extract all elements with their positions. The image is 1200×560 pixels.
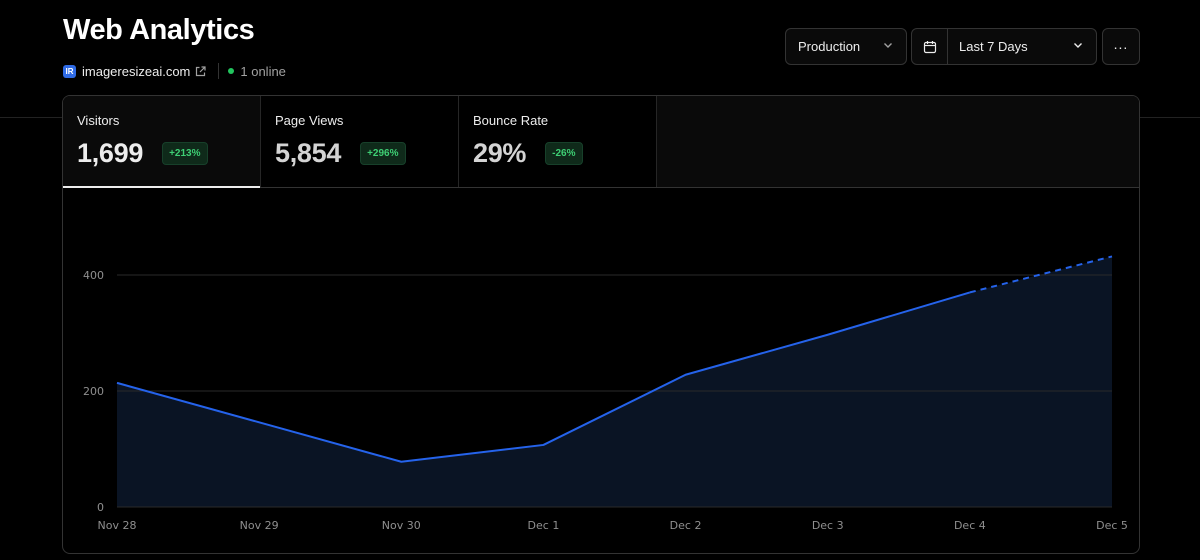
tab-visitors[interactable]: Visitors 1,699 +213% [63, 96, 261, 188]
y-tick-label: 200 [83, 385, 104, 398]
site-link[interactable]: imageresizeai.com [82, 63, 191, 79]
more-options-button[interactable]: ... [1102, 28, 1140, 65]
metric-label: Bounce Rate [473, 113, 549, 128]
x-tick-label: Dec 4 [954, 519, 986, 532]
more-horizontal-icon: ... [1113, 35, 1129, 52]
x-tick-label: Nov 30 [382, 519, 421, 532]
change-badge: +296% [360, 142, 406, 165]
site-info: IR imageresizeai.com 1 online [63, 63, 286, 79]
tab-bounce-rate[interactable]: Bounce Rate 29% -26% [459, 96, 657, 187]
metric-label: Visitors [77, 113, 120, 128]
page-title: Web Analytics [63, 14, 255, 46]
metric-value: 29% [473, 138, 527, 168]
calendar-icon[interactable] [912, 29, 948, 64]
x-tick-label: Dec 2 [670, 519, 702, 532]
date-range-value: Last 7 Days [959, 39, 1028, 54]
visitors-chart: 0 200 400 Nov 28 Nov 29 Nov 30 Dec 1 Dec 2 Dec 3… [83, 255, 1128, 532]
x-tick-label: Dec 5 [1096, 519, 1128, 532]
tab-page-views[interactable]: Page Views 5,854 +296% [261, 96, 459, 187]
online-count: 1 online [240, 63, 286, 79]
metric-tabs: Visitors 1,699 +213% Page Views 5,854 +2… [63, 96, 1139, 188]
environment-select[interactable]: Production [785, 28, 907, 65]
tabs-empty-area [657, 96, 1139, 187]
chevron-down-icon [882, 39, 894, 54]
analytics-card: Visitors 1,699 +213% Page Views 5,854 +2… [62, 95, 1140, 554]
x-tick-label: Nov 29 [240, 519, 279, 532]
x-tick-label: Dec 1 [528, 519, 560, 532]
chart-area-fill [117, 256, 1112, 507]
metric-label: Page Views [275, 113, 344, 128]
x-tick-label: Nov 28 [98, 519, 137, 532]
metric-value: 1,699 [77, 138, 144, 168]
metric-value: 5,854 [275, 138, 342, 168]
environment-select-value: Production [798, 39, 861, 54]
change-badge: +213% [162, 142, 208, 165]
y-tick-label: 400 [83, 269, 104, 282]
x-tick-label: Dec 3 [812, 519, 844, 532]
date-range-select[interactable]: Last 7 Days [948, 39, 1096, 54]
online-status-dot-icon [228, 68, 235, 74]
divider [218, 63, 220, 79]
site-favicon-icon: IR [63, 64, 76, 78]
external-link-icon[interactable] [195, 65, 206, 77]
chevron-down-icon [1072, 39, 1084, 54]
chart-projected-line [969, 255, 1113, 294]
chart-series-line [116, 291, 971, 463]
change-badge: -26% [545, 142, 583, 165]
date-range-picker[interactable]: Last 7 Days [911, 28, 1097, 65]
y-tick-label: 0 [97, 501, 104, 514]
